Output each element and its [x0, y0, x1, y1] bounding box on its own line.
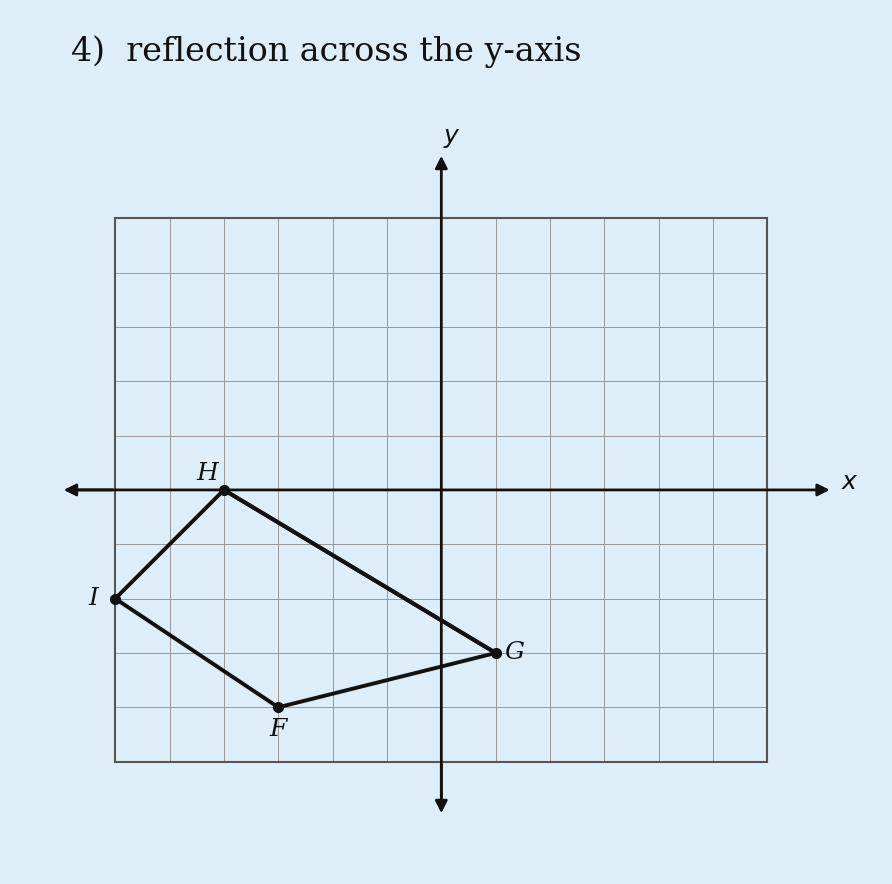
Bar	[115, 218, 767, 762]
Text: I: I	[88, 587, 98, 610]
Text: 4)  reflection across the y-axis: 4) reflection across the y-axis	[71, 35, 582, 68]
Text: H: H	[197, 462, 219, 485]
Text: $y$: $y$	[443, 126, 461, 150]
Text: G: G	[505, 642, 524, 665]
Text: F: F	[269, 718, 287, 741]
Text: $x$: $x$	[841, 469, 858, 494]
